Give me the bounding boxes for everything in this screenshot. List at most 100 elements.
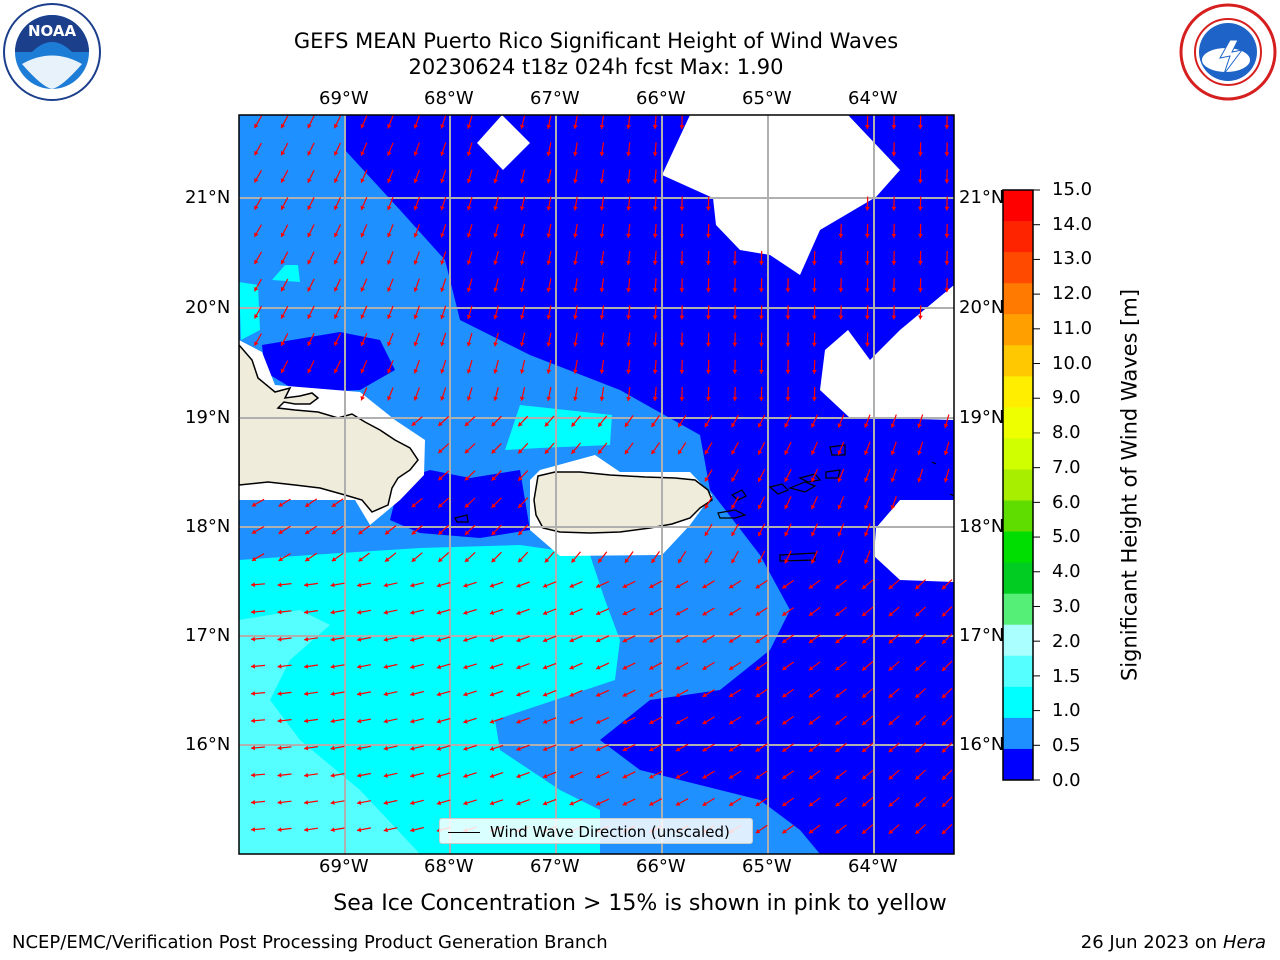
wave-arrow-head — [918, 315, 923, 320]
lat-label-right: 19°N — [959, 407, 1005, 428]
wave-arrow-head — [573, 287, 578, 293]
wave-arrow-head — [785, 315, 791, 320]
wave-arrow-head — [755, 747, 761, 752]
wave-arrow-head — [546, 342, 552, 347]
legend: Wind Wave Direction (unscaled) — [439, 818, 753, 844]
wave-arrow-head — [838, 288, 844, 293]
colorbar-tick: 1.5 — [1052, 666, 1081, 687]
wave-arrow-head — [571, 558, 576, 563]
wave-arrow-head — [410, 691, 415, 697]
wave-arrow-head — [837, 423, 842, 428]
wave-arrow-head — [702, 774, 707, 779]
wave-arrow-head — [387, 178, 392, 183]
wave-arrow-head — [729, 665, 734, 670]
wave-arrow-head — [732, 342, 738, 347]
wave-arrow-head — [652, 233, 658, 238]
wave-arrow-head — [546, 124, 552, 129]
wave-arrow-head — [729, 584, 734, 589]
wave-arrow-head — [383, 800, 388, 806]
wave-band-deep-west — [262, 332, 395, 393]
wave-arrow-head — [519, 369, 525, 374]
wave-arrow-head — [546, 369, 552, 374]
wave-arrow-head — [675, 611, 681, 616]
colorbar-segment — [1003, 252, 1033, 284]
wave-arrow-head — [624, 558, 630, 563]
wave-arrow-head — [944, 261, 950, 265]
lat-label-right: 20°N — [959, 297, 1005, 318]
wave-arrow-head — [942, 584, 947, 590]
wave-arrow-head — [280, 368, 286, 373]
wave-arrow-head — [440, 314, 445, 319]
wave-arrow-head — [808, 693, 814, 698]
wave-arrow-head — [254, 314, 259, 319]
wave-arrow-head — [598, 422, 603, 427]
wave-arrow-head — [599, 179, 605, 184]
wave-arrow-head — [918, 233, 923, 238]
wave-arrow-head — [438, 557, 443, 562]
wave-arrow-head — [413, 341, 419, 347]
wave-arrow-head — [254, 232, 259, 237]
wave-arrow-head — [491, 421, 496, 427]
wave-arrow-head — [493, 206, 498, 211]
wave-arrow-head — [334, 151, 339, 156]
wave-arrow-head — [569, 610, 574, 616]
wave-arrow-head — [731, 558, 736, 564]
wave-arrow-head — [546, 206, 552, 211]
wave-arrow-head — [464, 421, 470, 426]
wave-arrow-head — [890, 505, 896, 510]
wave-arrow-head — [838, 315, 844, 320]
colorbar-tick: 12.0 — [1052, 283, 1093, 304]
lat-label-left: 18°N — [185, 516, 231, 537]
wave-arrow-head — [546, 179, 552, 184]
wave-arrow-head — [357, 773, 362, 778]
wave-arrow-head — [277, 827, 282, 832]
wave-arrow-head — [759, 369, 764, 374]
wave-arrow-head — [942, 693, 947, 699]
wave-arrow-head — [652, 315, 658, 320]
wave-arrow-head — [759, 288, 764, 293]
wave-arrow-head — [651, 558, 656, 563]
wave-arrow-head — [729, 611, 734, 616]
wave-arrow-head — [918, 125, 923, 129]
wave-arrow-head — [862, 720, 867, 725]
wave-arrow-head — [464, 557, 470, 562]
wave-arrow-head — [729, 747, 734, 752]
wave-arrow-head — [491, 557, 496, 563]
colorbar-tick: 14.0 — [1052, 214, 1093, 235]
wave-arrow-head — [837, 477, 842, 483]
wave-arrow-head — [440, 287, 445, 292]
wave-arrow-head — [413, 314, 419, 319]
wave-arrow-head — [596, 719, 601, 724]
colorbar-segment — [1003, 655, 1033, 688]
wave-arrow-head — [649, 801, 654, 806]
wave-arrow-head — [757, 450, 763, 455]
wave-arrow-head — [915, 584, 920, 590]
wave-arrow-head — [573, 342, 578, 347]
wave-arrow-head — [888, 802, 894, 807]
wave-arrow-head — [489, 664, 495, 670]
wave-arrow-head — [304, 636, 309, 642]
wave-arrow-head — [466, 369, 472, 374]
wave-arrow-head — [410, 827, 415, 833]
wave-arrow-head — [706, 261, 711, 265]
wave-arrow-head — [280, 314, 286, 319]
wave-arrow-head — [463, 664, 468, 670]
wave-arrow-head — [463, 691, 468, 697]
wave-arrow-head — [622, 583, 628, 588]
lon-label-bottom: 67°W — [530, 856, 580, 877]
wave-arrow-head — [785, 288, 791, 293]
colorbar-segment — [1003, 531, 1033, 564]
wave-arrow-head — [944, 125, 950, 129]
wave-arrow-head — [466, 178, 472, 184]
wave-arrow-head — [890, 423, 896, 428]
wave-arrow-head — [277, 800, 282, 805]
wave-arrow-head — [357, 637, 362, 642]
wave-arrow-head — [918, 261, 923, 265]
wave-arrow-head — [360, 205, 365, 210]
wave-arrow-head — [440, 178, 445, 183]
wave-arrow-head — [731, 477, 736, 482]
wave-arrow-head — [466, 287, 472, 292]
wave-arrow-head — [599, 152, 605, 157]
wave-arrow-head — [411, 557, 417, 562]
